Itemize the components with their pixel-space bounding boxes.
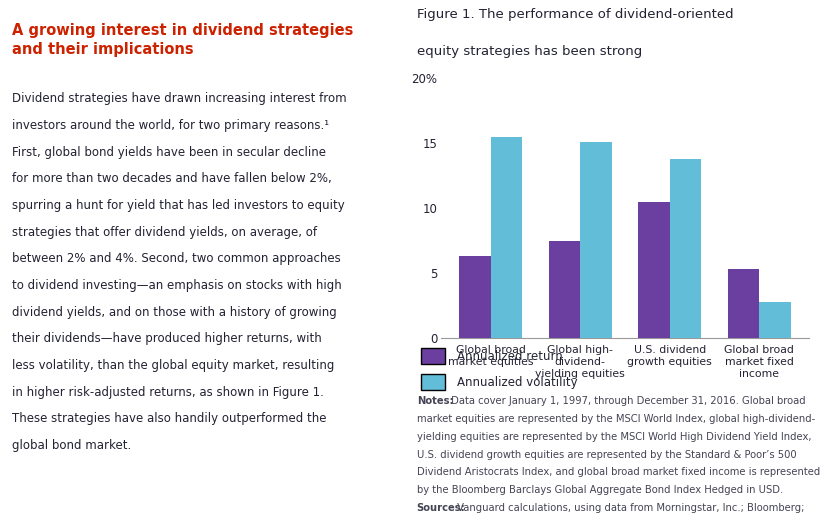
Bar bbox=[639, 201, 670, 338]
Text: less volatility, than the global equity market, resulting: less volatility, than the global equity … bbox=[12, 359, 335, 372]
Text: Figure 1. The performance of dividend-oriented: Figure 1. The performance of dividend-or… bbox=[417, 8, 733, 21]
Text: their dividends—have produced higher returns, with: their dividends—have produced higher ret… bbox=[12, 332, 322, 345]
Text: by the Bloomberg Barclays Global Aggregate Bond Index Hedged in USD.: by the Bloomberg Barclays Global Aggrega… bbox=[417, 485, 783, 495]
Bar bbox=[728, 269, 759, 338]
Text: Dividend Aristocrats Index, and global broad market fixed income is represented: Dividend Aristocrats Index, and global b… bbox=[417, 467, 820, 477]
Text: Annualized return: Annualized return bbox=[457, 350, 563, 363]
Bar bbox=[460, 256, 491, 338]
FancyBboxPatch shape bbox=[421, 374, 445, 390]
Text: yielding equities are represented by the MSCI World High Dividend Yield Index,: yielding equities are represented by the… bbox=[417, 432, 811, 442]
Text: Vanguard calculations, using data from Morningstar, Inc.; Bloomberg;: Vanguard calculations, using data from M… bbox=[454, 503, 804, 513]
Text: equity strategies has been strong: equity strategies has been strong bbox=[417, 45, 642, 58]
Bar bbox=[580, 142, 611, 338]
Bar bbox=[491, 136, 522, 338]
Text: in higher risk-adjusted returns, as shown in Figure 1.: in higher risk-adjusted returns, as show… bbox=[12, 386, 324, 399]
Text: market equities are represented by the MSCI World Index, global high-dividend-: market equities are represented by the M… bbox=[417, 414, 815, 424]
Text: These strategies have also handily outperformed the: These strategies have also handily outpe… bbox=[12, 412, 327, 425]
Bar bbox=[759, 302, 790, 338]
Text: Annualized volatility: Annualized volatility bbox=[457, 375, 577, 389]
Text: Dividend strategies have drawn increasing interest from: Dividend strategies have drawn increasin… bbox=[12, 92, 347, 105]
Text: strategies that offer dividend yields, on average, of: strategies that offer dividend yields, o… bbox=[12, 226, 318, 239]
Text: Notes:: Notes: bbox=[417, 396, 453, 406]
Text: A growing interest in dividend strategies
and their implications: A growing interest in dividend strategie… bbox=[12, 23, 354, 57]
Bar bbox=[549, 240, 580, 338]
Text: dividend yields, and on those with a history of growing: dividend yields, and on those with a his… bbox=[12, 306, 337, 319]
Text: to dividend investing—an emphasis on stocks with high: to dividend investing—an emphasis on sto… bbox=[12, 279, 342, 292]
Text: Sources:: Sources: bbox=[417, 503, 465, 513]
Text: First, global bond yields have been in secular decline: First, global bond yields have been in s… bbox=[12, 146, 327, 159]
FancyBboxPatch shape bbox=[421, 348, 445, 364]
Text: investors around the world, for two primary reasons.¹: investors around the world, for two prim… bbox=[12, 119, 329, 132]
Text: U.S. dividend growth equities are represented by the Standard & Poor’s 500: U.S. dividend growth equities are repres… bbox=[417, 449, 796, 460]
Text: for more than two decades and have fallen below 2%,: for more than two decades and have falle… bbox=[12, 172, 332, 185]
Text: between 2% and 4%. Second, two common approaches: between 2% and 4%. Second, two common ap… bbox=[12, 252, 341, 265]
Bar bbox=[670, 159, 701, 338]
Text: spurring a hunt for yield that has led investors to equity: spurring a hunt for yield that has led i… bbox=[12, 199, 345, 212]
Text: Data cover January 1, 1997, through December 31, 2016. Global broad: Data cover January 1, 1997, through Dece… bbox=[448, 396, 805, 406]
Text: global bond market.: global bond market. bbox=[12, 439, 132, 452]
